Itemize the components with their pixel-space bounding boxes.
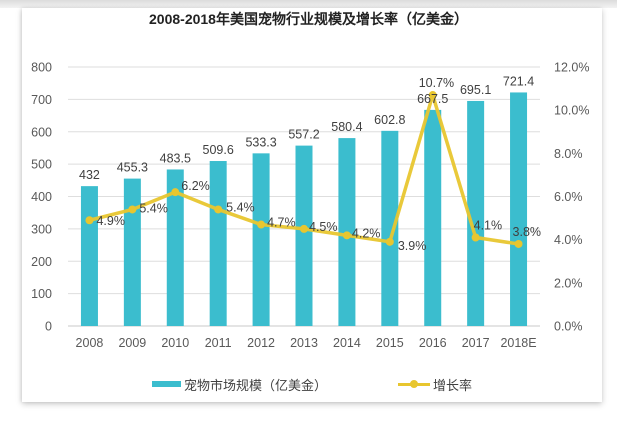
right-tick-label: 10.0% [554, 104, 589, 118]
line-value-label: 5.4% [226, 200, 255, 214]
right-tick-label: 4.0% [554, 233, 583, 247]
line-marker [214, 205, 223, 214]
right-tick-label: 6.0% [554, 190, 583, 204]
bar-value-label: 455.3 [117, 161, 148, 175]
bar [381, 130, 399, 326]
x-tick-label: 2010 [161, 336, 189, 350]
line-value-label: 5.4% [139, 201, 168, 215]
bar [80, 186, 98, 326]
legend-bar-label: 宠物市场规模（亿美金） [184, 377, 328, 393]
chart-title: 2008-2018年美国宠物行业规模及增长率（亿美金） [149, 11, 468, 27]
left-tick-label: 100 [31, 287, 52, 301]
x-tick-label: 2008 [76, 336, 104, 350]
bar [467, 100, 485, 327]
bar-value-label: 483.5 [160, 151, 191, 165]
line-marker [428, 91, 437, 100]
x-tick-label: 2009 [118, 336, 146, 350]
right-tick-label: 8.0% [554, 147, 583, 161]
left-tick-label: 600 [31, 125, 52, 139]
bar-value-label: 557.2 [288, 128, 319, 142]
x-tick-label: 2011 [205, 336, 232, 350]
bar [123, 178, 141, 326]
x-tick-label: 2015 [376, 336, 404, 350]
bar-value-label: 667.5 [417, 92, 448, 106]
bar [424, 109, 442, 326]
bar-value-label: 602.8 [374, 113, 405, 127]
bar [295, 145, 313, 326]
left-tick-label: 400 [31, 190, 52, 204]
left-axis: 0 100 200 300 400 500 600 700 800 [31, 61, 52, 334]
line-marker [257, 220, 266, 229]
line-marker [385, 237, 394, 246]
bar-series [80, 92, 528, 327]
line-marker [342, 231, 351, 240]
line-value-label: 4.5% [309, 220, 338, 234]
line-value-label: 3.8% [513, 225, 542, 239]
right-tick-label: 2.0% [554, 276, 583, 290]
right-tick-label: 0.0% [554, 320, 583, 334]
bar-value-label: 509.6 [203, 143, 234, 157]
legend-item-growth-rate: 增长率 [398, 374, 472, 394]
bar-value-label: 721.4 [503, 74, 534, 88]
bar-value-label: 580.4 [331, 120, 362, 134]
bar [209, 161, 227, 326]
line-series [85, 91, 523, 248]
right-axis: 0.0% 2.0% 4.0% 6.0% 8.0% 10.0% 12.0% [554, 61, 589, 334]
bar [252, 153, 270, 326]
line-marker [171, 188, 180, 197]
line-marker [128, 205, 137, 214]
line-marker [300, 224, 308, 233]
line-marker [514, 239, 523, 248]
line-marker [85, 216, 94, 225]
top-band [0, 0, 617, 8]
bar [510, 92, 528, 326]
x-tick-label: 2013 [290, 336, 318, 350]
bar [166, 169, 184, 326]
line-value-label: 6.2% [181, 179, 210, 193]
bar-value-label: 533.3 [245, 135, 276, 149]
x-tick-label: 2012 [247, 336, 275, 350]
data-labels: 432 455.3 483.5 509.6 533.3 557.2 580.4 602.8 66… [79, 74, 541, 252]
x-tick-label: 2016 [419, 336, 447, 350]
x-axis: 2008 2009 2010 2011 2012 2013 2014 2015 2016 2017… [76, 336, 537, 350]
left-tick-label: 0 [45, 320, 52, 334]
left-tick-label: 300 [31, 222, 52, 236]
line-value-label: 10.7% [419, 76, 454, 90]
left-tick-label: 500 [31, 158, 52, 172]
left-tick-label: 700 [31, 93, 52, 107]
line-marker [471, 233, 480, 242]
legend-bar-swatch [152, 381, 181, 387]
bar-value-label: 695.1 [460, 83, 491, 97]
legend-item-market-size: 宠物市场规模（亿美金） [152, 374, 327, 394]
right-tick-label: 12.0% [554, 61, 589, 75]
legend-line-swatch [398, 380, 430, 388]
line-value-label: 4.9% [96, 214, 125, 228]
x-tick-label: 2014 [333, 336, 361, 350]
line-value-label: 4.1% [474, 219, 503, 233]
line-value-label: 4.2% [352, 226, 381, 240]
left-tick-label: 800 [31, 61, 52, 75]
line-value-label: 4.7% [267, 216, 296, 230]
left-tick-label: 200 [31, 255, 52, 269]
legend-line-label: 增长率 [433, 377, 473, 393]
x-tick-label: 2018E [500, 336, 536, 350]
x-tick-label: 2017 [462, 336, 490, 350]
bar-value-label: 432 [79, 168, 100, 182]
line-value-label: 3.9% [398, 239, 427, 253]
